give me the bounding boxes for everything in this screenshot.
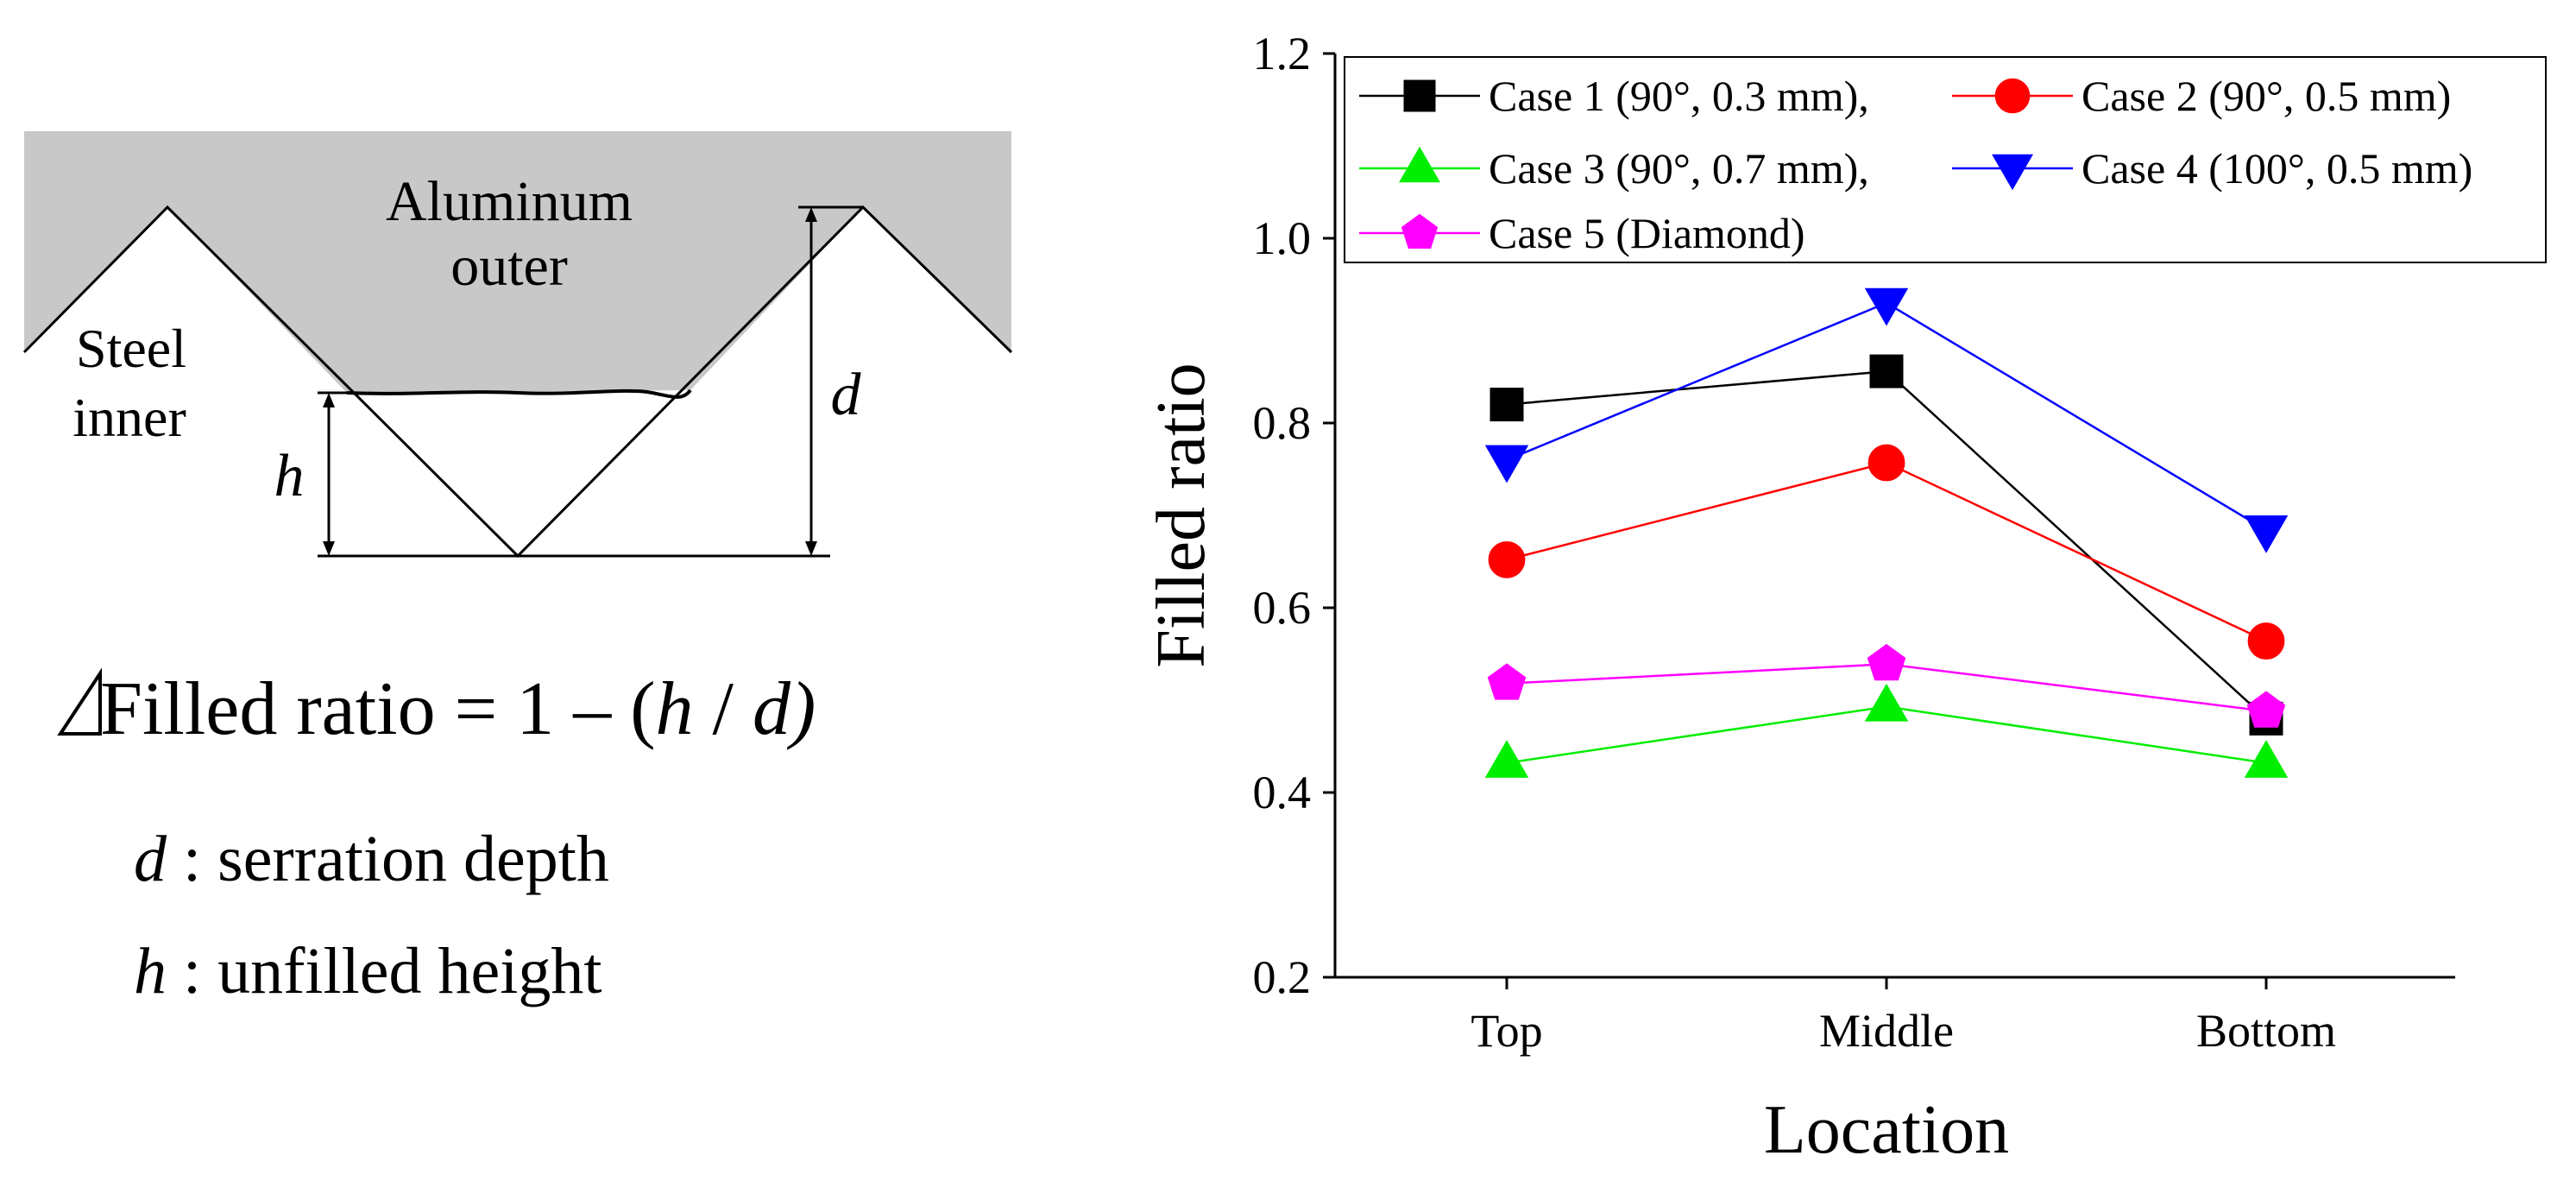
legend-box xyxy=(1344,56,2547,263)
steel-label: Steel xyxy=(76,318,186,379)
definition-h-text: : unfilled height xyxy=(167,935,601,1007)
data-point xyxy=(1869,354,1904,388)
inner-label: inner xyxy=(72,387,186,448)
h-dimension-label: h xyxy=(274,443,305,509)
y-tick-label: 0.6 xyxy=(1253,582,1312,634)
legend-item: Case 3 (90°, 0.7 mm), xyxy=(1359,144,1869,193)
data-point xyxy=(1488,540,1526,578)
fill-front-line xyxy=(346,388,692,399)
outer-label: outer xyxy=(450,235,568,298)
d-arrowhead-bottom xyxy=(805,541,817,556)
legend-item: Case 2 (90°, 0.5 mm) xyxy=(1952,72,2451,120)
d-dimension-label: d xyxy=(831,362,862,428)
legend-marker xyxy=(1403,79,1436,112)
data-point xyxy=(1867,444,1905,482)
y-tick-label: 0.8 xyxy=(1253,397,1312,449)
y-tick-label: 1.2 xyxy=(1253,28,1312,79)
legend-label: Case 3 (90°, 0.7 mm), xyxy=(1489,144,1869,193)
definition-h: h : unfilled height xyxy=(134,935,601,1007)
series-line xyxy=(1506,301,2267,532)
legend-item: Case 4 (100°, 0.5 mm) xyxy=(1952,144,2472,193)
legend-label: Case 4 (100°, 0.5 mm) xyxy=(2082,144,2472,193)
x-tick-label: Bottom xyxy=(2196,1005,2336,1057)
legend-label: Case 5 (Diamond) xyxy=(1489,209,1805,257)
y-tick-label: 1.0 xyxy=(1253,212,1312,264)
data-point xyxy=(2247,622,2285,660)
formula-suffix: ) xyxy=(786,667,816,751)
definition-h-symbol: h xyxy=(134,935,167,1007)
legend-items: Case 1 (90°, 0.3 mm), Case 2 (90°, 0.5 mm… xyxy=(1359,72,2472,257)
aluminum-outer-region xyxy=(24,131,1011,393)
data-point xyxy=(2244,740,2289,778)
delta-icon xyxy=(57,667,102,736)
series-3 xyxy=(1484,683,2289,778)
definition-d: d : serration depth xyxy=(134,823,609,895)
x-tick-label: Top xyxy=(1471,1005,1542,1057)
data-point xyxy=(2244,515,2289,553)
legend-marker xyxy=(1401,213,1439,249)
legend: Case 1 (90°, 0.3 mm), Case 2 (90°, 0.5 mm… xyxy=(1344,56,2547,263)
formula-prefix: Filled ratio = 1 – ( xyxy=(100,667,656,751)
h-arrowhead-bottom xyxy=(323,541,335,556)
x-axis-label: Location xyxy=(1764,1092,2009,1168)
y-tick-label: 0.2 xyxy=(1253,951,1312,1003)
y-ticks: 0.2 0.4 0.6 0.8 1.0 1.2 xyxy=(1253,28,1335,1003)
series-5 xyxy=(1487,643,2286,728)
data-point xyxy=(1490,388,1524,422)
data-point xyxy=(1487,663,1527,700)
y-axis-label: Filled ratio xyxy=(1143,363,1219,667)
aluminum-label: Aluminum xyxy=(386,170,633,233)
legend-item: Case 5 (Diamond) xyxy=(1359,209,1805,257)
x-tick-label: Middle xyxy=(1819,1005,1954,1057)
h-arrowhead-top xyxy=(323,393,335,407)
data-point xyxy=(1864,683,1909,722)
d-arrowhead-top xyxy=(805,207,817,222)
y-tick-label: 0.4 xyxy=(1253,767,1312,818)
series-4 xyxy=(1484,287,2289,553)
formula-slash: / xyxy=(694,667,753,751)
formula-h: h xyxy=(656,667,694,751)
legend-marker xyxy=(1399,146,1440,183)
definition-d-symbol: d xyxy=(134,823,167,895)
legend-marker xyxy=(1994,78,2031,114)
data-point xyxy=(1864,287,1909,326)
formula-d: d xyxy=(753,667,791,751)
data-point xyxy=(1484,740,1529,778)
legend-item: Case 1 (90°, 0.3 mm), xyxy=(1359,72,1869,120)
x-ticks: Top Middle Bottom xyxy=(1471,977,2336,1057)
data-point xyxy=(1484,445,1529,483)
series-layer xyxy=(1484,287,2289,778)
chart: 0.2 0.4 0.6 0.8 1.0 1.2 Top Middle Bottom Locat… xyxy=(1143,28,2547,1168)
legend-label: Case 1 (90°, 0.3 mm), xyxy=(1489,72,1869,120)
legend-marker xyxy=(1992,154,2033,191)
legend-label: Case 2 (90°, 0.5 mm) xyxy=(2082,72,2451,120)
serration-diagram: Aluminum outer Steel inner h d Filled ra… xyxy=(22,131,1013,1007)
data-point xyxy=(1867,643,1906,681)
formula: Filled ratio = 1 – (h / d) xyxy=(100,667,816,751)
definition-d-text: : serration depth xyxy=(167,823,609,895)
series-2 xyxy=(1488,444,2285,660)
data-point xyxy=(2246,691,2286,728)
